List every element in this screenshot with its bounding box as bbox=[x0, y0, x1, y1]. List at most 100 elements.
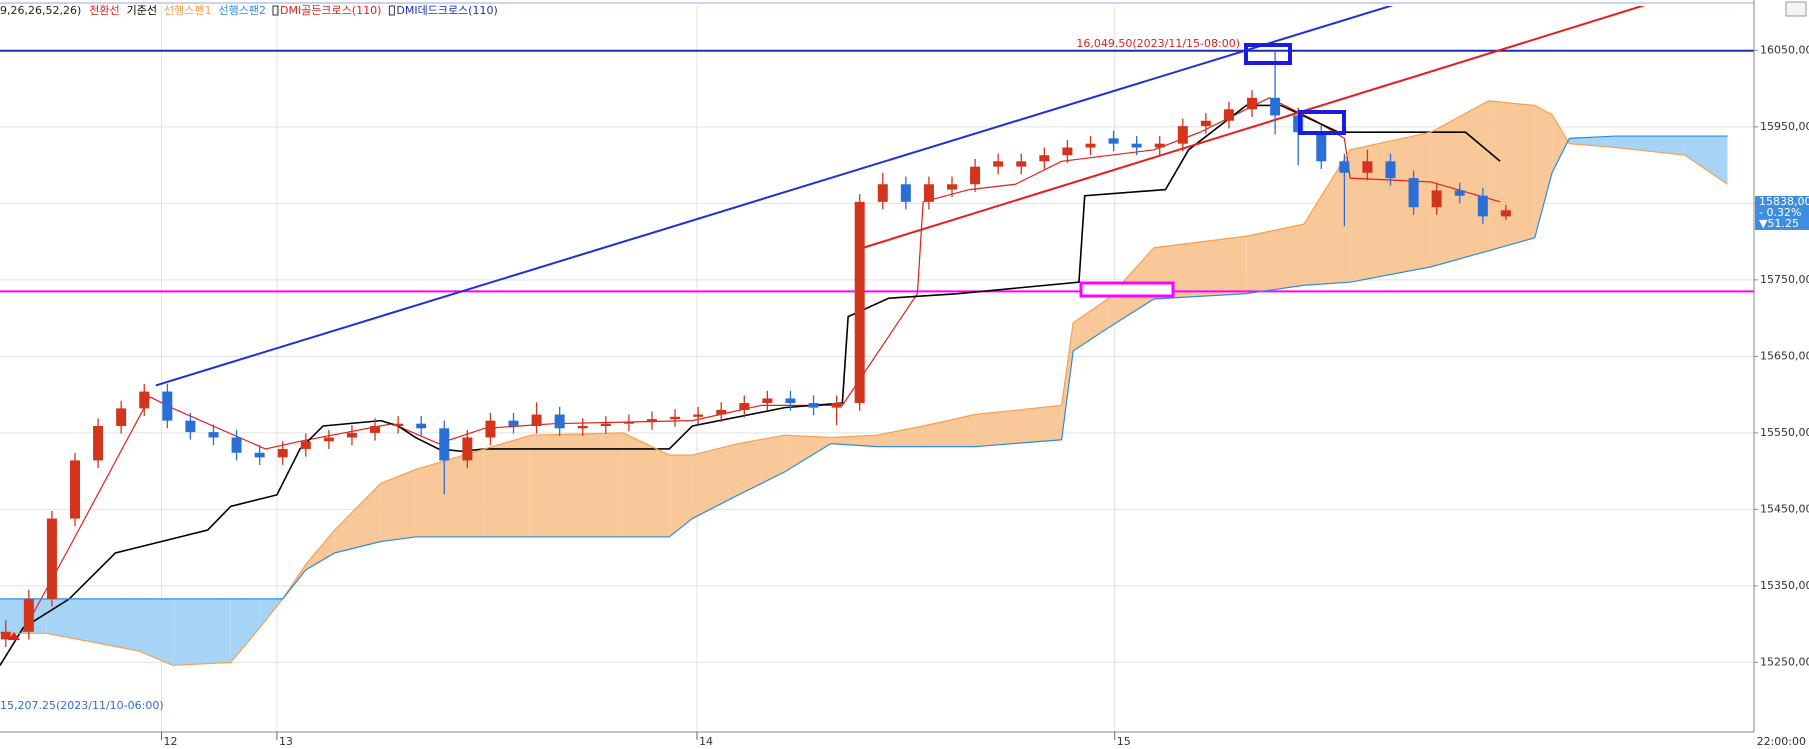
price-tag-change: - 0.32% bbox=[1759, 206, 1801, 219]
candle-body bbox=[139, 391, 150, 409]
cloud-fill bbox=[530, 432, 624, 537]
candle-body bbox=[1431, 190, 1442, 208]
cloud-fill bbox=[1552, 114, 1568, 173]
cloud-fill bbox=[1615, 136, 1685, 156]
y-tick-label: 15250,00 bbox=[1760, 655, 1809, 668]
cloud-fill bbox=[173, 598, 231, 666]
cloud-fill bbox=[692, 443, 739, 519]
candle-body bbox=[785, 398, 796, 404]
cloud-fill bbox=[0, 598, 47, 634]
candle-body bbox=[93, 425, 104, 461]
cloud-fill bbox=[1303, 149, 1351, 286]
candle-body bbox=[46, 518, 57, 599]
candle-body bbox=[1016, 161, 1027, 167]
candle-body bbox=[370, 425, 381, 433]
overlay bbox=[8, 43, 1346, 640]
cloud-fill bbox=[484, 435, 531, 537]
legend: 9,26,26,52,26) 전환선 기준선 선행스팬1 선행스팬2 DMI골든크로스(1… bbox=[0, 4, 498, 17]
cloud-fill bbox=[1153, 236, 1247, 300]
candle-body bbox=[646, 419, 657, 423]
candle-body bbox=[0, 631, 11, 640]
cloud-fill bbox=[334, 483, 381, 553]
price-tag-price: 15838,00 bbox=[1759, 195, 1809, 208]
y-tick-label: 15650,00 bbox=[1760, 349, 1809, 362]
trend-line bbox=[155, 6, 1394, 387]
cloud-fill bbox=[1246, 224, 1304, 294]
legend-entry: 선행스팬2 bbox=[219, 4, 266, 17]
candle-body bbox=[577, 425, 588, 429]
plot-area bbox=[0, 6, 1754, 732]
cloud-fill bbox=[380, 469, 416, 542]
candle-body bbox=[1339, 161, 1350, 173]
x-tick-label: 13 bbox=[279, 735, 293, 748]
cloud-fill bbox=[1534, 105, 1553, 238]
candle-body bbox=[1385, 161, 1396, 179]
candle-body bbox=[531, 414, 542, 426]
y-tick-label: 16050,00 bbox=[1760, 43, 1809, 56]
candle-body bbox=[554, 414, 565, 429]
candle-body bbox=[1177, 126, 1188, 144]
candle-body bbox=[1108, 138, 1119, 144]
cloud-fill bbox=[1488, 100, 1535, 251]
legend-entry: DMI골든크로스(110) bbox=[280, 4, 381, 17]
candle-body bbox=[854, 201, 865, 404]
cloud-fill bbox=[923, 414, 976, 447]
candle-body bbox=[300, 441, 311, 449]
candle-body bbox=[1316, 132, 1327, 162]
y-tick-label: 15450,00 bbox=[1760, 502, 1809, 515]
cloud-fill bbox=[877, 425, 924, 447]
candle-body bbox=[439, 428, 450, 461]
candle-body bbox=[508, 420, 519, 426]
candle-body bbox=[23, 598, 34, 632]
highlight-box bbox=[1244, 43, 1292, 65]
cloud-fill bbox=[1073, 299, 1108, 352]
x-tick-label: 15 bbox=[1117, 735, 1131, 748]
y-tick-label: 15950,00 bbox=[1760, 120, 1809, 133]
candle-body bbox=[1039, 155, 1050, 162]
candle-body bbox=[1247, 97, 1258, 110]
y-tick-label: 15550,00 bbox=[1760, 426, 1809, 439]
candle-body bbox=[185, 420, 196, 433]
legend-params: 9,26,26,52,26) bbox=[0, 4, 81, 17]
candle-body bbox=[346, 432, 357, 438]
time-label: 22:00:00 bbox=[1757, 735, 1806, 748]
candle-body bbox=[670, 416, 681, 420]
candle-body bbox=[1131, 143, 1142, 148]
settings-button[interactable] bbox=[1785, 1, 1807, 17]
candle-body bbox=[808, 403, 819, 408]
candle-body bbox=[116, 408, 127, 426]
candle-body bbox=[1477, 195, 1488, 217]
trend-line bbox=[862, 6, 1646, 249]
candle-body bbox=[416, 423, 427, 429]
candle-body bbox=[923, 184, 934, 202]
cloud-fill bbox=[46, 598, 139, 651]
candle-body bbox=[1454, 190, 1465, 196]
candle-body bbox=[462, 437, 473, 461]
candle-body bbox=[716, 409, 727, 415]
candle-body bbox=[1085, 143, 1096, 148]
indicator-line bbox=[0, 135, 1728, 600]
candle-body bbox=[947, 184, 958, 190]
candle-body bbox=[485, 420, 496, 438]
candle-body bbox=[1154, 143, 1165, 148]
candle-body bbox=[323, 437, 334, 442]
cloud-fill bbox=[784, 435, 831, 472]
price-tag-diff: ▼51.25 bbox=[1759, 217, 1799, 230]
cloud-fill bbox=[1061, 322, 1074, 440]
annotation: 15,207.25(2023/11/10-06:00) bbox=[0, 699, 164, 712]
candle-body bbox=[993, 161, 1004, 167]
highlight-box bbox=[1298, 110, 1346, 135]
legend-entry: 전환선 bbox=[89, 4, 119, 17]
legend-icon bbox=[388, 5, 395, 16]
candle-body bbox=[208, 432, 219, 438]
legend-entry: 선행스팬1 bbox=[164, 4, 211, 17]
cloud-fill bbox=[975, 405, 1062, 447]
highlight-box bbox=[1079, 281, 1175, 298]
candle-body bbox=[623, 422, 634, 424]
cloud-fill bbox=[305, 530, 335, 570]
candle-body bbox=[1200, 120, 1211, 127]
candle-body bbox=[1223, 109, 1234, 121]
signal-arrow bbox=[8, 632, 20, 640]
annotation: 16,049.50(2023/11/15-08:00) bbox=[1076, 37, 1240, 50]
price-tag bbox=[1755, 196, 1809, 230]
